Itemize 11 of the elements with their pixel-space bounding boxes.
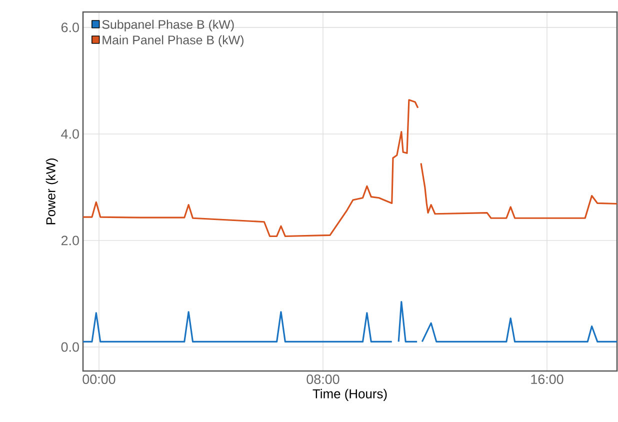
x-tick-label: 00:00 (82, 374, 116, 384)
legend-label: Subpanel Phase B (kW) (102, 20, 234, 32)
y-tick-label: 0.0 (61, 342, 79, 352)
y-tick-label: 4.0 (61, 129, 79, 139)
y-tick-label: 2.0 (61, 236, 79, 246)
x-tick-label: 16:00 (531, 374, 564, 384)
x-tick-label: 08:00 (306, 374, 340, 384)
legend-label: Main Panel Phase B (kW) (102, 35, 244, 47)
x-axis-title: Time (Hours) (312, 388, 387, 401)
y-tick-label: 6.0 (61, 22, 79, 32)
y-axis-title: Power (kW) (46, 158, 58, 224)
